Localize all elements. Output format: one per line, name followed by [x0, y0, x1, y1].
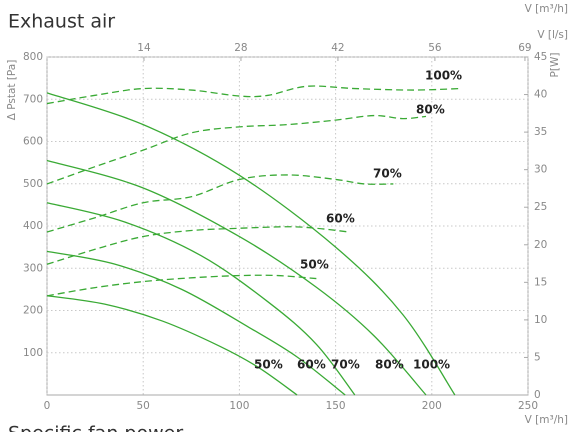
y-tick-label: 100 — [23, 347, 43, 359]
x-tick-label: 100 — [229, 400, 249, 412]
y2-tick-label: 5 — [534, 351, 541, 363]
y2-tick-label: 15 — [534, 276, 547, 288]
curve-label: 80% — [375, 358, 404, 372]
y-tick-label: 400 — [23, 220, 43, 232]
y2-tick-label: 10 — [534, 314, 547, 326]
line — [46, 174, 394, 233]
line — [46, 295, 298, 396]
y2-tick-label: 45 — [534, 51, 547, 63]
curve-label: 100% — [425, 69, 462, 83]
y-tick-label: 500 — [23, 178, 43, 190]
y2-tick-label: 35 — [534, 126, 547, 138]
chart-subtitle: Specific fan power — [8, 423, 183, 432]
curve-label: 70% — [331, 358, 360, 372]
x-tick-label: 50 — [137, 400, 150, 412]
curve-label: 80% — [416, 103, 445, 117]
y-label: Δ Pstat [Pa] — [6, 60, 18, 121]
line — [46, 274, 317, 297]
x-label: V [m³/h] — [525, 414, 568, 426]
y-tick-label: 200 — [23, 305, 43, 317]
curve-label: 60% — [297, 358, 326, 372]
y2-tick-label: 25 — [534, 201, 547, 213]
line — [46, 159, 427, 396]
line — [46, 92, 456, 396]
y2-tick-label: 20 — [534, 239, 547, 251]
curve-label: 100% — [413, 358, 450, 372]
line — [46, 250, 346, 396]
line — [46, 114, 427, 185]
y2-label: P[W] — [549, 53, 561, 78]
y-tick-label: 800 — [23, 51, 43, 63]
x2-tick-label: 14 — [137, 42, 151, 54]
curve-label: 50% — [254, 358, 283, 372]
x2-label: V [l/s] — [537, 29, 568, 41]
curve-label: 70% — [373, 167, 402, 181]
y-tick-label: 600 — [23, 136, 43, 148]
line — [46, 202, 356, 396]
y-tick-label: 700 — [23, 93, 43, 105]
x-tick-label: 250 — [518, 400, 538, 412]
x-tick-label: 0 — [44, 400, 51, 412]
line — [46, 85, 461, 105]
x-tick-label: 200 — [422, 400, 442, 412]
y2-tick-label: 0 — [534, 389, 541, 401]
x-tick-label: 150 — [326, 400, 346, 412]
curve-label: 60% — [326, 212, 355, 226]
chart-title: Exhaust air — [8, 11, 115, 33]
x-label-top: V [m³/h] — [525, 3, 568, 15]
x2-tick-label: 42 — [331, 42, 344, 54]
y-tick-label: 300 — [23, 262, 43, 274]
x2-tick-label: 28 — [234, 42, 247, 54]
x2-tick-label: 56 — [428, 42, 442, 54]
curve-label: 50% — [300, 258, 329, 272]
y2-tick-label: 40 — [534, 89, 547, 101]
x2-tick-label: 69 — [518, 42, 531, 54]
y2-tick-label: 30 — [534, 164, 547, 176]
